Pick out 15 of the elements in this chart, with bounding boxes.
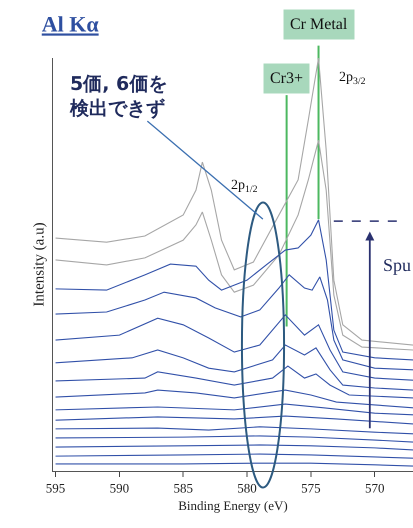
x-axis-title: Binding Energy (eV) [178,498,288,514]
ref-line-label: Cr3+ [270,70,304,87]
ref-line-label: Cr Metal [290,16,348,33]
chart-title: Al Kα [42,11,100,36]
x-tick-label: 595 [46,480,66,496]
x-tick-label: 575 [301,480,321,496]
x-tick-label: 590 [110,480,130,496]
x-tick-label: 585 [173,480,193,496]
x-tick-label: 580 [237,480,257,496]
annotation: 2p$_{3/2}$ [339,70,366,87]
x-tick-label: 570 [364,480,384,496]
annotation: Spu [383,255,412,275]
y-axis-title: Intensity (a.u) [31,222,48,307]
annotation: 2p$_{1/2}$ [231,178,258,195]
annotation: 5価, 6価を検出できず [69,73,168,120]
